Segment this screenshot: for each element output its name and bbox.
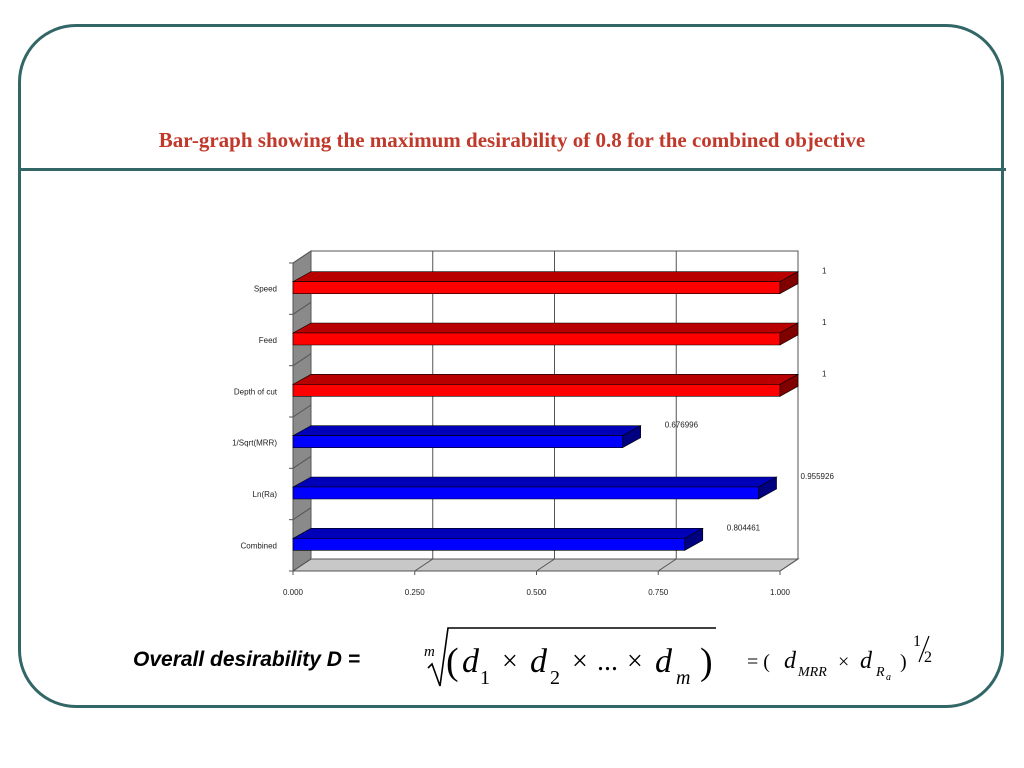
y-category-label: Ln(Ra): [253, 490, 278, 499]
bar-end-face: [758, 476, 777, 500]
bar-value-label: 1: [822, 318, 827, 327]
formula-times1: ×: [502, 646, 518, 677]
formula-ellipsis: ...: [597, 646, 618, 677]
slide-title: Bar-graph showing the maximum desirabili…: [158, 128, 866, 152]
y-wall-gridline: [292, 404, 312, 418]
formula-subm: m: [676, 667, 690, 689]
formula-sub-r: R: [875, 665, 885, 680]
x-floor-gridline: [292, 558, 312, 572]
y-category-label: Feed: [259, 336, 277, 345]
x-floor-gridline: [779, 558, 799, 572]
formula-sub1: 1: [480, 667, 490, 689]
bar-value-label: 0.955926: [801, 472, 835, 481]
x-floor-gridline: [536, 558, 555, 572]
y-category-label: 1/Sqrt(MRR): [232, 439, 277, 448]
radical-sign: [427, 627, 716, 687]
formula-label: Overall desirability D =: [133, 648, 361, 671]
formula-sub-a: a: [886, 672, 891, 683]
bar-value-label: 1: [822, 267, 827, 276]
formula-equals: = (: [747, 651, 770, 673]
y-category-label: Speed: [254, 285, 277, 294]
x-tick-label: 0.250: [405, 588, 426, 597]
title-divider: [18, 168, 1006, 171]
y-category-label: Combined: [241, 541, 277, 550]
x-tick-label: 0.750: [648, 588, 669, 597]
formula-d-mrr: d: [784, 648, 797, 674]
x-tick-label: 0.500: [526, 588, 547, 597]
root-index: m: [424, 644, 435, 660]
x-floor-gridline: [657, 558, 677, 572]
y-wall-gridline: [292, 353, 312, 367]
formula-rparen: ): [700, 641, 713, 683]
y-wall-gridline: [292, 250, 312, 264]
bar-value-label: 0.676996: [665, 421, 699, 430]
exponent-numerator: 1: [913, 633, 921, 650]
x-floor-gridline: [414, 558, 434, 572]
formula-d1: d: [462, 643, 480, 680]
formula-times3: ×: [627, 646, 643, 677]
bar-value-label: 1: [822, 369, 827, 378]
bar-end-face: [779, 271, 799, 295]
formula-sub2: 2: [550, 667, 560, 689]
y-category-label: Depth of cut: [234, 387, 278, 396]
y-wall-gridline: [292, 455, 312, 469]
bar-end-face: [684, 527, 704, 551]
bar-end-face: [622, 425, 641, 449]
formula-times4: ×: [838, 651, 849, 673]
exponent-denominator: 2: [924, 649, 932, 666]
x-tick-label: 0.000: [283, 588, 304, 597]
formula-lparen: (: [446, 641, 459, 683]
exponent-slash: [918, 635, 930, 663]
x-tick-label: 1.000: [770, 588, 791, 597]
formula-dm: d: [655, 643, 673, 680]
bar-end-face: [779, 373, 799, 397]
y-wall-gridline: [292, 301, 312, 315]
y-wall-gridline: [292, 507, 312, 521]
formula-sub-mrr: MRR: [797, 665, 827, 680]
formula-d-ra: d: [860, 648, 873, 674]
formula-d2: d: [530, 643, 548, 680]
slide-frame: [18, 24, 1004, 708]
bar-end-face: [779, 322, 799, 346]
formula-times2: ×: [572, 646, 588, 677]
formula-close-paren: ): [900, 651, 907, 673]
bar-value-label: 0.804461: [727, 523, 761, 532]
